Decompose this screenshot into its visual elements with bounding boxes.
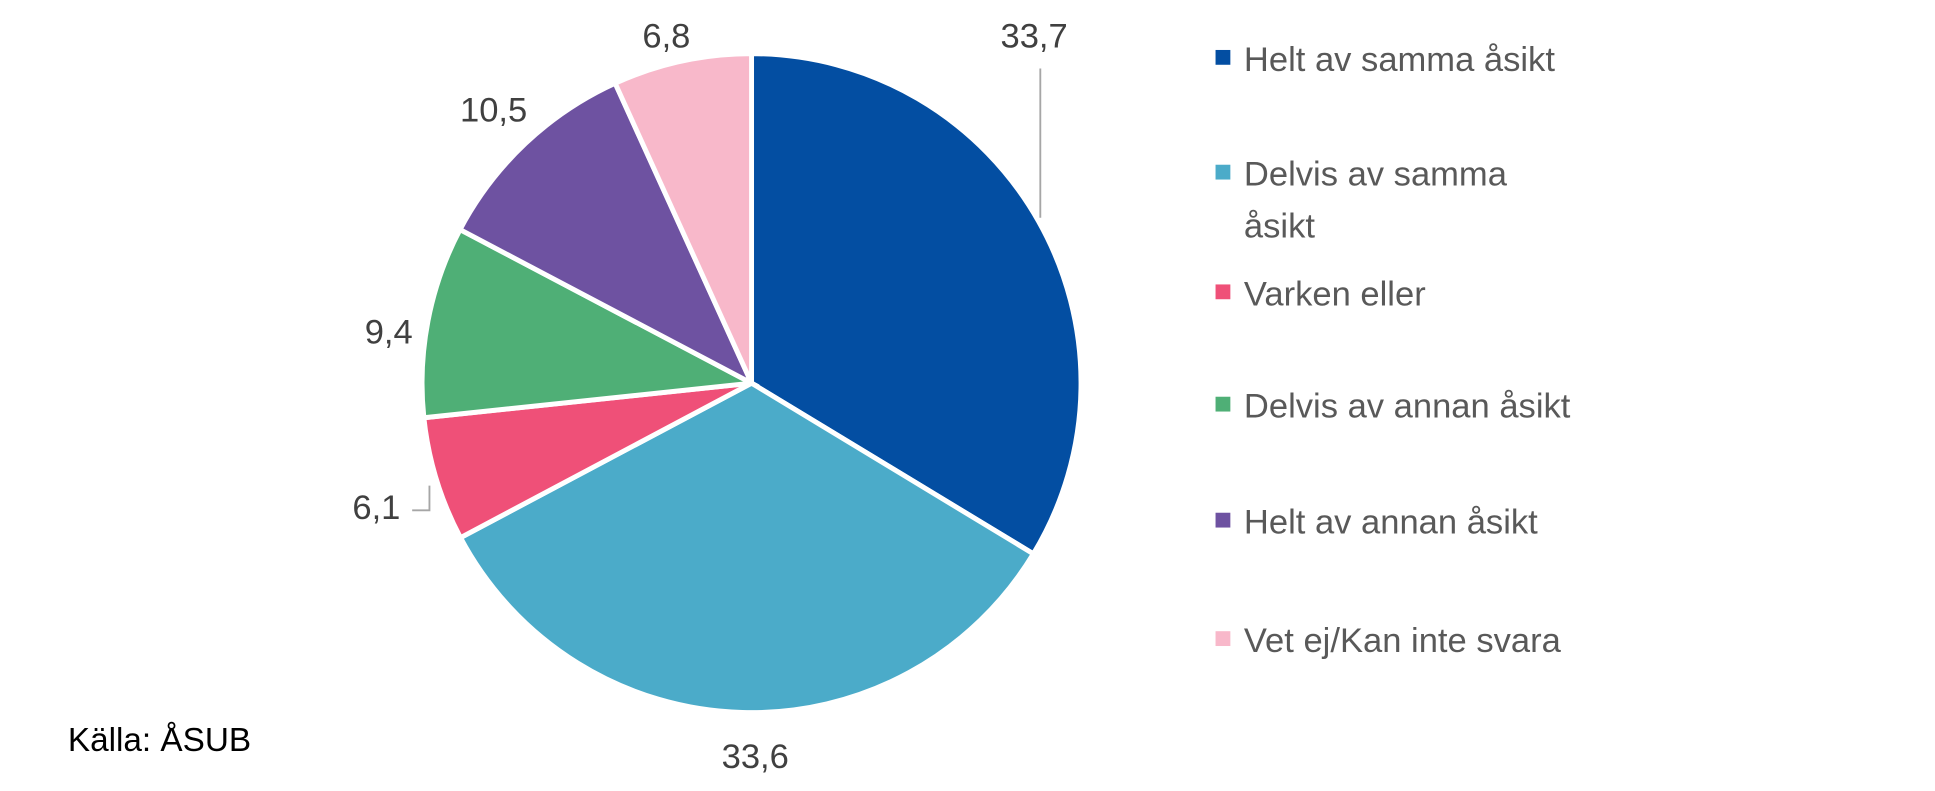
pie-slice (419, 226, 760, 421)
pie-slice (749, 51, 1084, 558)
leader-line-varken-eller (412, 485, 431, 512)
data-label: 6,8 (642, 17, 690, 55)
legend: Helt av samma åsikt Delvis av samma åsikt V… (1215, 41, 1571, 660)
data-label: 33,6 (722, 738, 789, 776)
pie-slices (419, 51, 1084, 716)
data-label: 33,7 (1001, 17, 1068, 55)
legend-swatch (1215, 512, 1231, 528)
legend-swatch (1215, 396, 1231, 412)
pie-slice (611, 51, 755, 385)
legend-swatch (1215, 49, 1231, 65)
legend-label: Helt av annan åsikt (1244, 504, 1538, 542)
source-note: Källa: ÅSUB (68, 722, 251, 759)
legend-label: Delvis av samma (1244, 156, 1508, 194)
pie-slice (456, 79, 757, 389)
legend-label: Delvis av annan åsikt (1244, 388, 1571, 426)
legend-label: Varken eller (1244, 275, 1426, 313)
legend-label: Helt av samma åsikt (1244, 41, 1555, 79)
legend-swatch (1215, 631, 1231, 647)
legend-swatch (1215, 284, 1231, 300)
data-label: 9,4 (365, 314, 413, 352)
legend-swatch (1215, 164, 1231, 180)
legend-label: åsikt (1244, 208, 1315, 246)
data-label: 10,5 (460, 92, 527, 130)
data-labels: 33,7 33,6 6,1 9,4 10,5 6,8 (352, 17, 1067, 776)
pie-slice (457, 380, 1037, 716)
data-label: 6,1 (352, 489, 400, 527)
legend-label: Vet ej/Kan inte svara (1244, 622, 1562, 660)
